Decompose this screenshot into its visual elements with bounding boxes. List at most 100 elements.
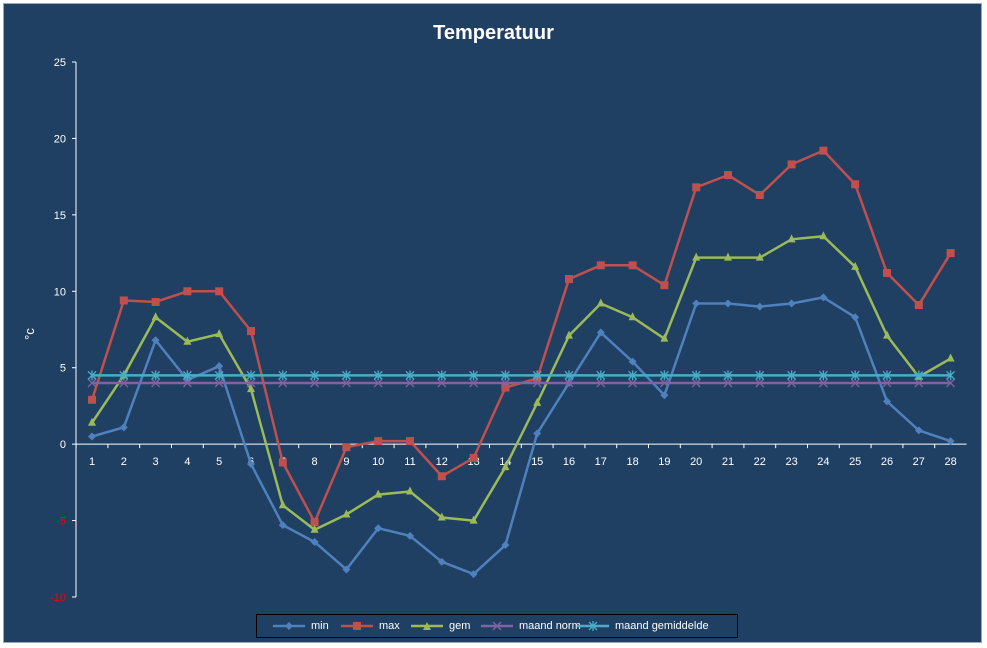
point-maand-gemiddelde [787,370,797,381]
point-min [88,432,96,441]
x-tick-label: 16 [563,456,575,468]
point-max [596,261,605,270]
point-min [215,362,224,371]
point-max [88,395,96,404]
x-tick-label: 21 [722,456,734,468]
point-min [469,570,478,579]
point-maand-norm [151,378,161,388]
point-maand-gemiddelde [119,370,129,381]
point-max [501,383,510,392]
point-min [787,299,796,308]
x-tick-label: 18 [626,456,638,468]
point-min [660,391,669,400]
point-gem [883,330,891,339]
point-maand-gemiddelde [946,370,956,381]
point-min [119,423,128,432]
point-max [724,171,732,180]
x-tick-label: 10 [372,456,384,468]
x-tick-label: 28 [944,456,956,468]
point-gem [247,384,255,393]
point-gem [151,312,160,321]
point-maand-norm [564,378,574,388]
series-line-gem [90,235,952,531]
point-maand-gemiddelde [246,370,256,381]
series-line-min [91,296,951,576]
point-max [342,443,351,452]
point-maand-norm [469,378,479,388]
point-max [278,458,287,467]
point-maand-gemiddelde [87,370,97,381]
point-gem [310,524,319,533]
y-tick-label: 25 [54,57,66,69]
point-max [374,437,383,446]
legend-swatch-maand-gemiddelde [577,621,609,631]
legend-swatch-gem [411,622,443,630]
point-max [469,453,478,462]
x-tick-label: 15 [531,456,543,468]
point-maand-gemiddelde [151,370,161,381]
point-max [883,268,891,277]
point-maand-norm [946,378,956,388]
point-maand-norm [310,378,320,388]
point-min [755,302,764,311]
point-maand-gemiddelde [914,370,924,381]
point-maand-norm [246,378,256,388]
point-gem [278,500,287,509]
point-min [342,565,351,574]
point-gem [596,298,605,307]
point-maand-gemiddelde [341,370,351,381]
point-min [596,328,605,337]
legend-label-min: min [311,620,329,632]
point-maand-norm [787,378,797,388]
point-maand-norm [373,378,383,388]
point-maand-gemiddelde [214,370,224,381]
x-tick-label: 26 [881,456,893,468]
point-maand-norm [532,378,542,388]
point-gem [946,353,955,362]
x-tick-label: 3 [153,456,159,468]
x-tick-label: 24 [817,456,829,468]
x-tick-label: 25 [849,456,861,468]
point-min [374,524,383,533]
point-gem [183,336,192,345]
x-tick-label: 20 [690,456,702,468]
y-tick-label: 10 [54,286,66,298]
point-maand-norm [500,378,510,388]
legend: min max gem maand norm maand gemiddelde [256,614,738,638]
point-gem [692,252,701,261]
x-tick-label: 27 [913,456,925,468]
point-min [819,293,828,302]
point-maand-norm [723,378,733,388]
point-gem [851,261,860,270]
point-min [437,557,446,566]
legend-label-maand-gemiddelde: maand gemiddelde [615,620,709,632]
point-maand-norm [437,378,447,388]
point-max [660,281,669,290]
point-maand-norm [818,378,828,388]
point-min [151,336,160,345]
point-maand-gemiddelde [882,370,892,381]
point-maand-norm [628,378,638,388]
point-max [692,183,701,192]
point-max [151,297,160,306]
point-maand-gemiddelde [373,370,383,381]
legend-swatch-max [341,622,373,630]
point-min [914,426,923,435]
x-tick-label: 17 [595,456,607,468]
y-tick-label: -10 [50,592,66,604]
point-max [565,275,573,284]
point-max [819,146,828,155]
point-maand-gemiddelde [182,370,192,381]
point-maand-gemiddelde [755,370,765,381]
point-maand-norm [278,378,288,388]
x-tick-label: 11 [404,456,415,468]
point-maand-norm [691,378,701,388]
point-min [692,299,701,308]
point-min [310,537,319,546]
x-tick-label: 9 [343,456,349,468]
point-maand-norm [182,378,192,388]
point-gem [437,512,446,521]
legend-swatch-maand-norm [481,621,513,631]
point-gem [628,312,637,321]
y-axis-label: °c [22,328,37,340]
